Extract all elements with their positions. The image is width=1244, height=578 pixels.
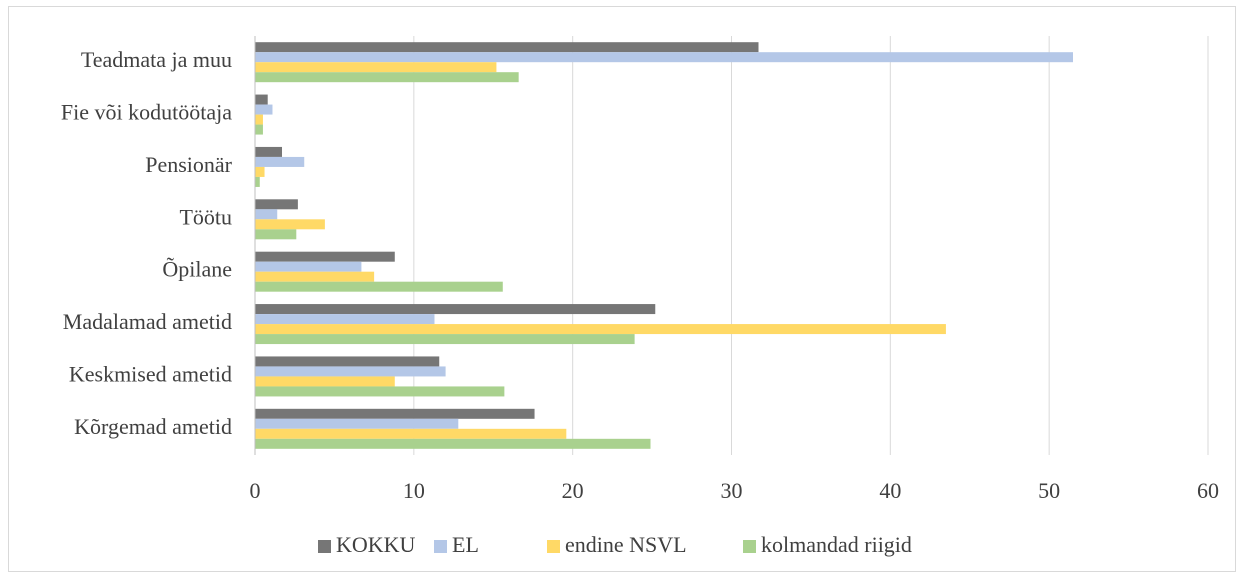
bar [255, 418, 459, 429]
y-tick-label: Teadmata ja muu [81, 47, 232, 72]
x-tick-label: 10 [403, 478, 425, 503]
y-tick-label: Keskmised ametid [69, 361, 232, 386]
legend-label: EL [452, 532, 479, 557]
bar [255, 176, 260, 187]
bar [255, 156, 305, 167]
x-tick-label: 20 [562, 478, 584, 503]
bar [255, 334, 635, 345]
bar [255, 438, 651, 449]
bar [255, 146, 283, 157]
bar [255, 386, 505, 397]
y-tick-label: Õpilane [162, 257, 232, 282]
y-tick-label: Madalamad ametid [63, 309, 232, 334]
bar [255, 428, 567, 439]
legend-label: endine NSVL [565, 532, 687, 557]
bar [255, 271, 375, 282]
bar [255, 229, 297, 240]
legend-swatch [743, 540, 756, 553]
bar [255, 94, 268, 105]
bar [255, 408, 535, 419]
bar [255, 62, 497, 73]
bar [255, 281, 503, 292]
bar [255, 366, 446, 377]
x-tick-label: 40 [879, 478, 901, 503]
bar [255, 124, 263, 135]
bar [255, 104, 273, 115]
chart-border [8, 6, 1236, 572]
bar [255, 304, 656, 315]
bar [255, 199, 298, 210]
bar [255, 219, 325, 230]
bar [255, 251, 395, 262]
bar [255, 42, 759, 53]
legend-label: KOKKU [336, 532, 416, 557]
bar [255, 314, 435, 325]
y-tick-label: Fie või kodutöötaja [61, 100, 232, 125]
bar [255, 261, 362, 272]
bar [255, 324, 946, 335]
bar [255, 166, 265, 177]
bar [255, 52, 1073, 63]
x-tick-label: 60 [1197, 478, 1219, 503]
bar [255, 114, 263, 125]
bar [255, 356, 440, 367]
y-tick-label: Pensionär [145, 152, 232, 177]
legend-swatch [547, 540, 560, 553]
y-tick-label: Kõrgemad ametid [74, 414, 232, 439]
bar [255, 209, 278, 220]
x-tick-label: 30 [721, 478, 743, 503]
x-tick-label: 50 [1038, 478, 1060, 503]
legend-swatch [434, 540, 447, 553]
bar [255, 72, 519, 83]
legend-swatch [318, 540, 331, 553]
x-tick-label: 0 [250, 478, 261, 503]
bar [255, 376, 395, 387]
y-tick-label: Töötu [179, 204, 232, 229]
legend-label: kolmandad riigid [761, 532, 912, 557]
